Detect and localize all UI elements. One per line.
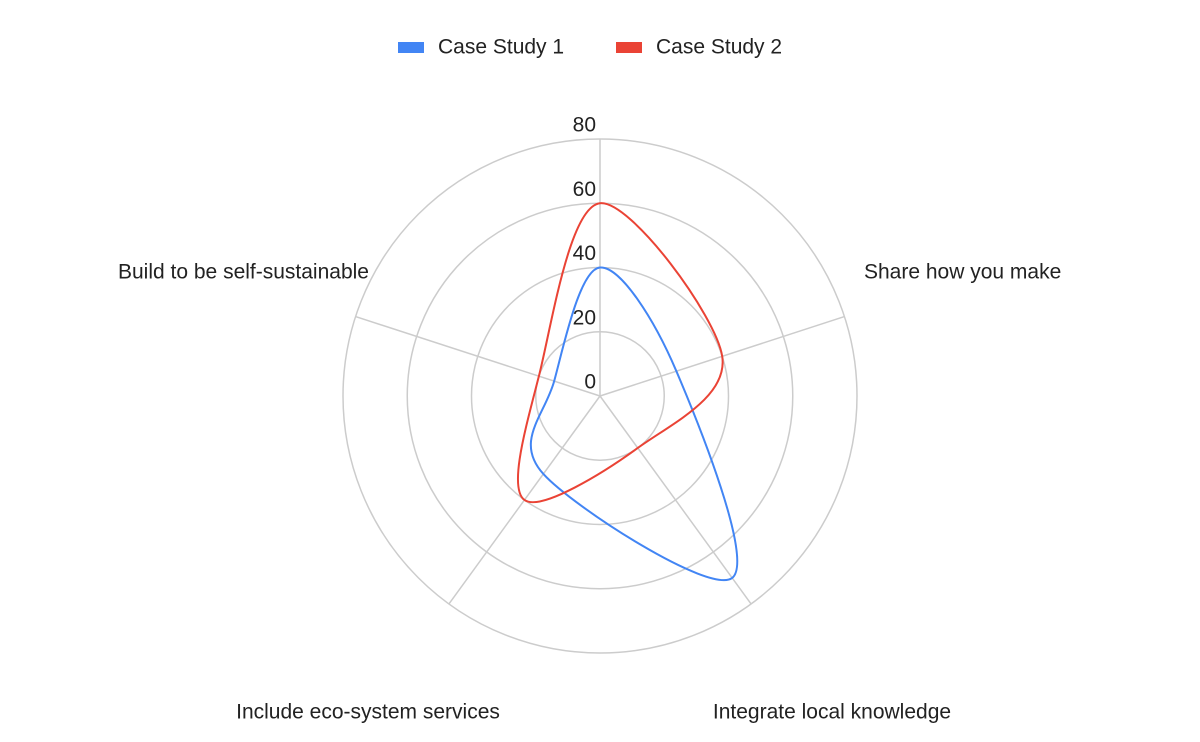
legend-label: Case Study 2 xyxy=(656,36,782,59)
legend-swatch xyxy=(398,42,424,53)
r-tick-label: 60 xyxy=(573,178,596,201)
series-line xyxy=(517,202,724,503)
category-label: Integrate local knowledge xyxy=(713,701,951,724)
category-label: Include eco-system services xyxy=(236,701,500,724)
legend-label: Case Study 1 xyxy=(438,36,564,59)
category-label: Build to be self-sustainable xyxy=(118,261,369,284)
axis-spoke xyxy=(599,395,752,605)
category-label: Share how you make xyxy=(864,261,1061,284)
series-line xyxy=(529,266,739,581)
r-tick-label: 20 xyxy=(573,306,596,329)
r-tick-label: 80 xyxy=(573,114,596,137)
legend-swatch xyxy=(616,42,642,53)
r-tick-label: 40 xyxy=(573,242,596,265)
axis-spoke xyxy=(355,315,601,397)
r-tick-label: 0 xyxy=(584,371,596,394)
